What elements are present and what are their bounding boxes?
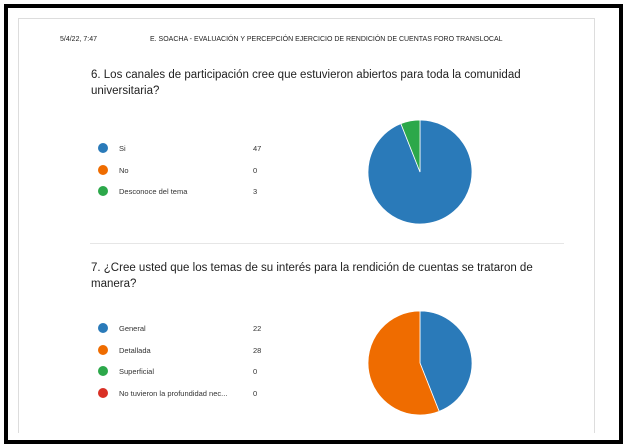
question: 6. Los canales de participación cree que… <box>91 69 521 97</box>
legend-label: Superficial <box>119 367 155 376</box>
legend-value: 0 <box>253 388 258 398</box>
legend-label: No tuvieron la profundidad nec... <box>119 388 228 398</box>
page-sheet <box>18 18 595 433</box>
form-title: E. SOACHA - EVALUACIÓN Y PERCEPCIÓN EJER… <box>150 36 503 43</box>
legend-swatch <box>98 366 108 376</box>
legend-swatch <box>98 344 108 355</box>
date: 5/4/22, 7:47 <box>60 36 97 43</box>
legend-label: No <box>119 165 129 175</box>
pie-slice <box>419 310 473 412</box>
legend-value: 0 <box>253 165 258 175</box>
separator <box>90 243 564 244</box>
pie-slice <box>367 310 440 416</box>
legend-swatch <box>98 143 108 153</box>
legend-label: Desconoce del tema <box>119 187 188 196</box>
legend-value: 22 <box>253 324 262 333</box>
legend-label: General <box>119 324 146 333</box>
legend-value: 28 <box>253 345 262 355</box>
legend-swatch <box>98 164 108 175</box>
question: 7. ¿Cree usted que los temas de su inter… <box>91 262 533 290</box>
legend-swatch <box>98 186 108 196</box>
pie-slice <box>400 119 421 173</box>
legend-swatch <box>98 323 108 333</box>
legend-label: Si <box>119 144 126 153</box>
legend-label: Detallada <box>119 345 151 355</box>
legend-value: 47 <box>253 144 262 153</box>
legend-swatch <box>98 387 108 398</box>
legend-value: 3 <box>253 187 258 196</box>
legend-value: 0 <box>253 367 258 376</box>
